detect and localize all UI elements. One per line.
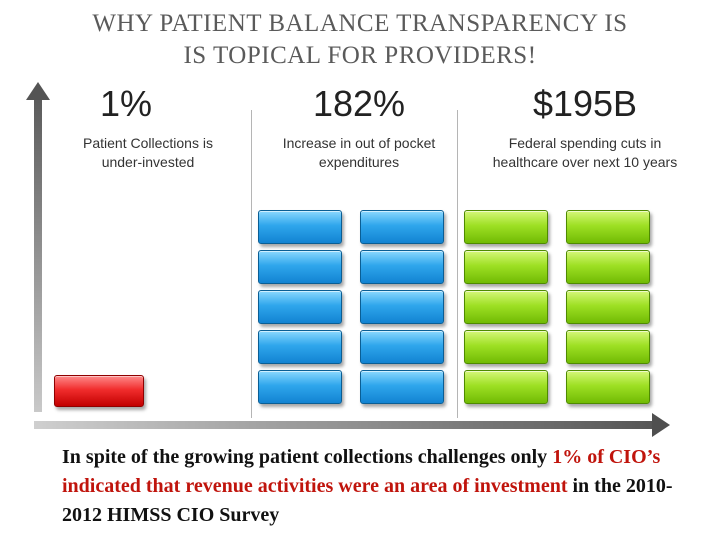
blue-block xyxy=(258,330,342,364)
green-block xyxy=(566,370,650,404)
blue-block xyxy=(360,250,444,284)
x-axis xyxy=(34,421,654,429)
blue-block xyxy=(360,330,444,364)
title-line-2: IS TOPICAL FOR PROVIDERS! xyxy=(183,42,537,69)
blue-block xyxy=(258,210,342,244)
blue-block xyxy=(258,370,342,404)
green-block xyxy=(566,250,650,284)
stat-federal-cuts: $195B Federal spending cuts in healthcar… xyxy=(462,84,708,172)
caption-highlight-investment: investment xyxy=(474,475,568,497)
stat-out-of-pocket: 182% Increase in out of pocket expenditu… xyxy=(256,84,462,172)
green-block xyxy=(566,330,650,364)
stat-description: Federal spending cuts in healthcare over… xyxy=(462,134,708,172)
caption-highlight-text: of CIO’s indicated that revenue activiti… xyxy=(62,446,661,497)
y-axis-arrow-icon xyxy=(26,82,50,100)
blue-block xyxy=(360,210,444,244)
red-block xyxy=(54,375,144,407)
y-axis xyxy=(34,96,42,412)
stat-description-line: healthcare over next 10 years xyxy=(492,154,678,170)
survey-caption: In spite of the growing patient collecti… xyxy=(62,443,702,530)
green-block xyxy=(566,290,650,324)
green-block xyxy=(464,250,548,284)
column-divider-2 xyxy=(457,110,458,418)
stat-description-line: Increase in out of pocket xyxy=(282,135,436,151)
stat-description-line: Federal spending cuts in xyxy=(508,135,662,151)
green-block xyxy=(566,210,650,244)
green-block xyxy=(464,330,548,364)
blue-block xyxy=(360,370,444,404)
column-divider-1 xyxy=(251,110,252,418)
blue-block xyxy=(258,250,342,284)
caption-text: In spite of the growing patient collecti… xyxy=(62,446,553,468)
caption-text: in the 2010-2012 HIMSS CIO Survey xyxy=(62,475,673,526)
stat-description-line: Patient Collections is xyxy=(83,135,213,151)
green-block xyxy=(464,210,548,244)
stat-description-line: expenditures xyxy=(318,154,400,170)
caption-highlight-percent: 1% xyxy=(552,446,583,468)
blue-block xyxy=(360,290,444,324)
stat-description-line: under-invested xyxy=(101,154,195,170)
blue-block xyxy=(258,290,342,324)
green-block xyxy=(464,290,548,324)
green-block xyxy=(464,370,548,404)
stat-collections: 1% Patient Collections is under-invested xyxy=(48,84,248,172)
stat-description: Patient Collections is under-invested xyxy=(48,134,248,172)
stat-value: 1% xyxy=(100,83,153,124)
x-axis-arrow-icon xyxy=(652,413,670,437)
stat-value: $195B xyxy=(532,83,638,124)
stat-description: Increase in out of pocket expenditures xyxy=(256,134,462,172)
slide-title: WHY PATIENT BALANCE TRANSPARENCY IS IS T… xyxy=(0,8,720,72)
stat-value: 182% xyxy=(312,83,406,124)
title-line-1: WHY PATIENT BALANCE TRANSPARENCY IS xyxy=(92,10,628,37)
